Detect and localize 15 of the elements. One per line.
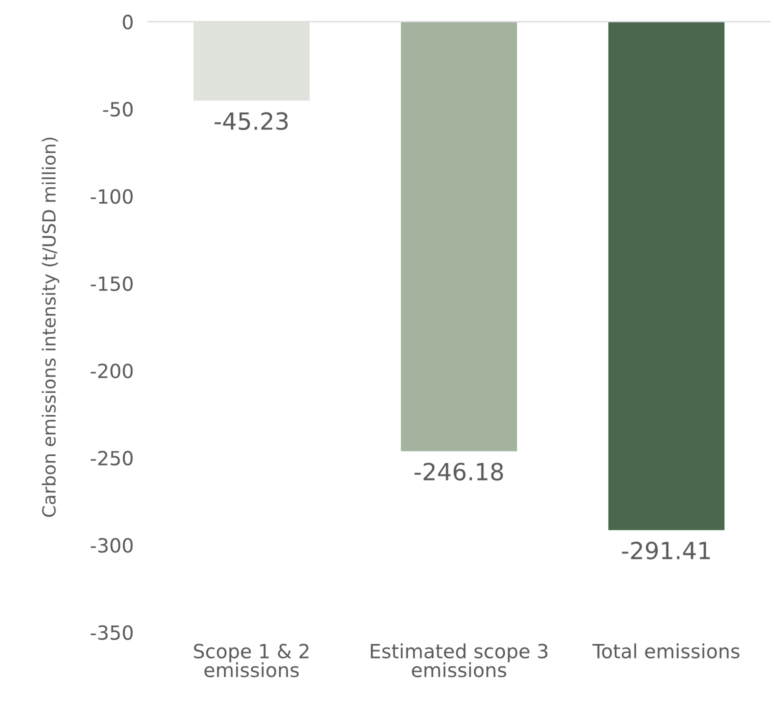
data-label: -45.23 — [214, 112, 288, 130]
data-label: -291.41 — [622, 542, 710, 560]
y-tick-label: -50 — [103, 102, 133, 117]
y-tick-label: -250 — [90, 450, 133, 466]
data-label: -246.18 — [414, 462, 503, 481]
x-tick-label: Estimated scope 3 emissions — [370, 643, 548, 678]
x-tick-label: Scope 1 & 2 emissions — [194, 644, 308, 678]
y-axis-title: Carbon emissions intensity (t/USD million) — [42, 138, 60, 517]
y-tick-label: -300 — [90, 538, 133, 553]
y-tick-label: -200 — [90, 364, 133, 378]
y-tick-label: -150 — [90, 276, 133, 292]
y-tick-label: -350 — [90, 625, 133, 640]
y-tick-label: -100 — [90, 189, 133, 204]
x-tick-label: Total emissions — [592, 643, 740, 658]
y-tick-label: 0 — [122, 14, 133, 30]
